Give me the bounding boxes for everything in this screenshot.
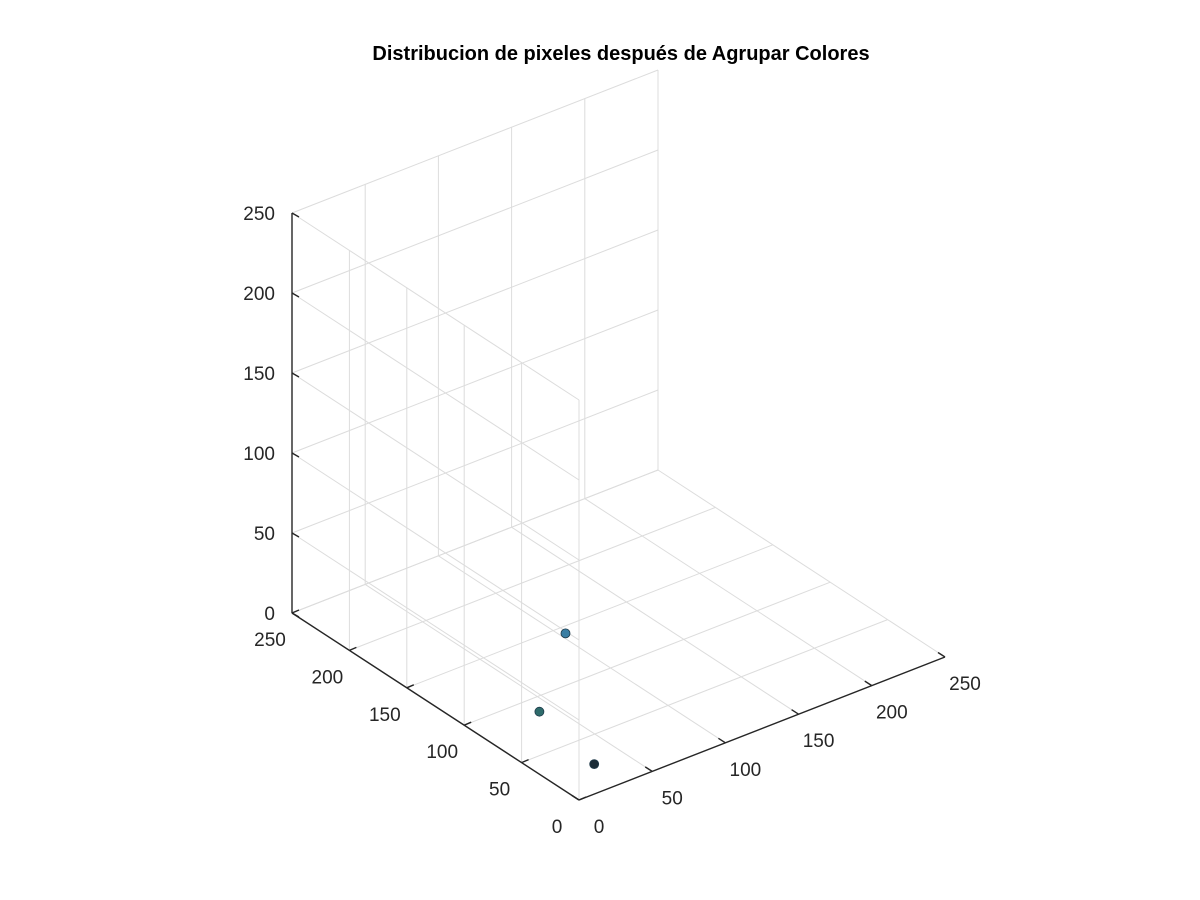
- z-tick-label: 50: [254, 524, 275, 545]
- z-tick-label: 250: [243, 204, 275, 225]
- z-tick-mark: [291, 452, 300, 458]
- x-tick-mark: [718, 737, 726, 744]
- y-tick-label: 250: [254, 630, 286, 651]
- gridline: [291, 532, 580, 721]
- data-point-1: [560, 628, 571, 639]
- x-tick-label: 100: [730, 760, 762, 781]
- y-tick-mark: [521, 758, 529, 764]
- gridline: [521, 619, 888, 764]
- data-point-3: [589, 759, 600, 769]
- gridline: [291, 229, 659, 374]
- gridline: [657, 469, 946, 658]
- x-axis-line: [578, 656, 946, 801]
- gridline: [291, 292, 580, 481]
- y-tick-mark: [578, 796, 587, 801]
- x-tick-mark: [864, 680, 873, 687]
- gridline: [291, 309, 659, 454]
- data-point-2: [534, 706, 545, 717]
- x-tick-label: 0: [594, 817, 605, 838]
- gridline: [291, 389, 659, 534]
- tick-label-layer: 0 50 100 150 200 250 0 50 100 150 200 250 0 50 100 150 2…: [243, 204, 981, 838]
- gridline: [349, 506, 716, 651]
- y-tick-mark: [406, 684, 415, 689]
- y-tick-label: 0: [552, 817, 563, 838]
- y-tick-label: 200: [312, 667, 344, 688]
- z-tick-label: 150: [243, 364, 275, 385]
- y-tick-label: 100: [426, 742, 458, 763]
- gridline: [291, 469, 659, 614]
- z-tick-label: 200: [243, 284, 275, 305]
- gridline: [291, 372, 580, 561]
- x-tick-label: 200: [876, 703, 908, 724]
- x-tick-mark: [937, 651, 946, 658]
- gridline: [291, 69, 659, 214]
- z-tick-label: 100: [243, 444, 275, 465]
- gridline: [291, 149, 659, 294]
- gridline: [584, 498, 873, 687]
- z-tick-label: 0: [264, 604, 275, 625]
- z-tick-mark: [291, 612, 300, 618]
- gridline: [406, 544, 773, 689]
- x-tick-label: 150: [803, 731, 835, 752]
- gridline: [291, 212, 580, 401]
- y-axis-line: [291, 612, 580, 801]
- y-tick-mark: [463, 721, 472, 726]
- grid-layer: [291, 69, 946, 801]
- z-tick-mark: [291, 212, 300, 218]
- y-tick-mark: [291, 609, 300, 614]
- x-tick-mark: [571, 794, 580, 801]
- x-tick-label: 250: [949, 674, 981, 695]
- axis-layer: [291, 212, 946, 801]
- y-tick-mark: [349, 646, 357, 652]
- gridline: [464, 581, 831, 726]
- gridline: [438, 555, 726, 744]
- x-tick-mark: [644, 766, 653, 772]
- chart-title: Distribucion de pixeles después de Agrup…: [372, 43, 869, 65]
- data-point-layer: [534, 628, 600, 769]
- z-tick-mark: [291, 532, 300, 538]
- gridline: [511, 526, 799, 715]
- x-tick-label: 50: [662, 788, 683, 809]
- y-tick-label: 150: [369, 705, 401, 726]
- x-tick-mark: [791, 709, 799, 715]
- z-tick-mark: [291, 372, 300, 378]
- gridline: [291, 452, 580, 641]
- gridline: [364, 583, 653, 772]
- z-tick-mark: [291, 292, 300, 298]
- y-tick-label: 50: [489, 780, 510, 801]
